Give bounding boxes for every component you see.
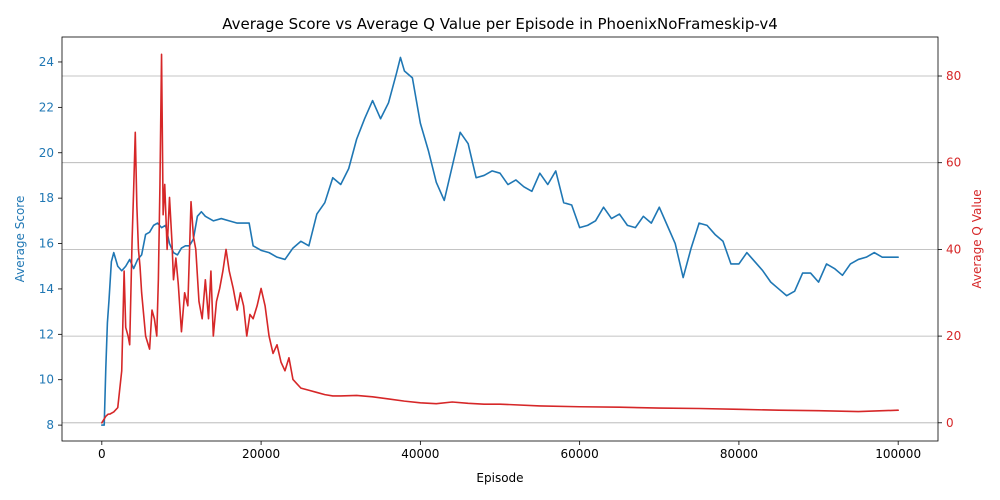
- x-tick-label: 20000: [242, 447, 280, 461]
- chart-title: Average Score vs Average Q Value per Epi…: [222, 15, 778, 33]
- y-right-tick-label: 40: [946, 242, 961, 256]
- series-average-q-value-line: [101, 53, 899, 424]
- y-left-tick-label: 10: [39, 373, 54, 387]
- y-left-tick-label: 14: [39, 282, 54, 296]
- y-left-tick-label: 24: [39, 55, 54, 69]
- x-tick-label: 0: [98, 447, 106, 461]
- x-axis-label: Episode: [476, 471, 523, 485]
- x-tick-label: 100000: [875, 447, 921, 461]
- series-layer: [101, 53, 899, 426]
- series-average-score-line: [101, 56, 899, 426]
- y-right-tick-label: 80: [946, 69, 961, 83]
- axis-layer: 0 20000 40000 60000 80000 100000 8 10 12 14 16 18 20…: [39, 55, 962, 461]
- y-right-tick-label: 20: [946, 329, 961, 343]
- y-left-tick-label: 12: [39, 327, 54, 341]
- y-left-tick-label: 18: [39, 191, 54, 205]
- y-left-tick-label: 22: [39, 100, 54, 114]
- y-left-tick-label: 20: [39, 146, 54, 160]
- y-right-tick-label: 0: [946, 416, 954, 430]
- x-tick-label: 80000: [720, 447, 758, 461]
- y-axis-right-label: Average Q Value: [970, 189, 984, 288]
- x-tick-label: 40000: [401, 447, 439, 461]
- y-left-tick-label: 16: [39, 237, 54, 251]
- y-right-tick-label: 60: [946, 156, 961, 170]
- plot-frame: [61, 36, 939, 442]
- y-left-tick-label: 8: [46, 418, 54, 432]
- x-tick-label: 60000: [561, 447, 599, 461]
- grid-layer: [62, 75, 938, 424]
- y-axis-left-label: Average Score: [13, 196, 27, 283]
